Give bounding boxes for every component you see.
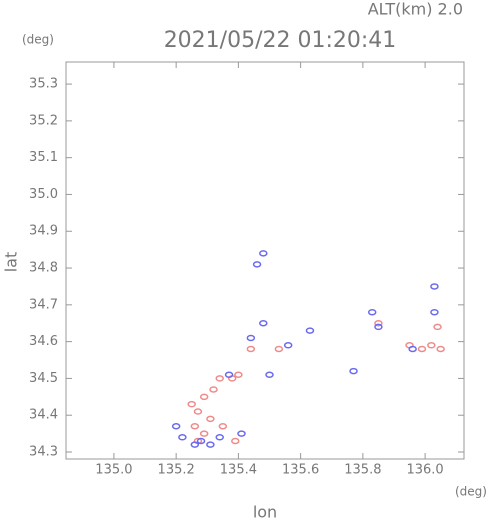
echo-point [430,308,439,316]
echo-point [408,345,417,353]
y-tick-label: 35.1 [29,150,58,165]
echo-point [246,345,256,353]
x-unit: (deg) [455,485,487,499]
y-tick-label: 34.9 [29,224,58,239]
echo-point [215,434,224,441]
echo-point [193,408,203,415]
echo-point [237,430,246,437]
y-tick-label: 34.7 [29,297,58,312]
y-tick-label: 34.8 [29,261,58,276]
echo-point [367,308,377,316]
echo-point [196,437,206,445]
y-tick-label: 35.3 [29,77,58,92]
echo-point [218,423,228,430]
echo-point [259,319,268,327]
echo-point [305,327,315,334]
x-tick-label: 135.8 [344,463,381,478]
x-tick-label: 135.4 [220,463,257,478]
y-unit: (deg) [22,33,54,47]
plot-frame [65,61,465,460]
y-tick-label: 34.5 [29,371,58,386]
echo-point [374,323,383,331]
y-tick-label: 34.4 [29,408,58,423]
echo-point [199,393,209,401]
echo-point [206,441,215,448]
echo-point [430,283,439,290]
y-tick-label: 35.0 [29,187,58,202]
echo-point [190,441,200,448]
x-axis-label: lon [253,503,277,521]
subtitle: ALT(km) 2.0 [368,0,463,19]
echo-point [206,415,215,423]
echo-point [433,323,442,331]
echo-point [283,342,293,349]
echo-point [199,430,209,437]
echo-point [224,371,234,378]
y-tick-label: 35.2 [29,113,58,128]
echo-point [349,367,358,375]
x-tick-label: 135.0 [95,463,132,478]
echo-point [215,375,224,382]
echo-point [274,345,284,353]
y-tick-label: 34.6 [29,334,58,349]
echo-point [190,423,200,430]
echo-point [209,386,218,393]
echo-point [234,371,243,378]
echo-point [231,437,240,445]
echo-point [436,345,445,353]
x-tick-label: 135.2 [158,463,195,478]
echo-point [171,423,181,430]
echo-point [252,261,262,268]
echo-point [246,334,256,342]
echo-point [187,400,196,408]
chart-title: 2021/05/22 01:20:41 [164,28,397,53]
x-tick-label: 135.6 [282,463,319,478]
y-axis-label: lat [2,252,21,273]
x-tick-label: 136.0 [406,463,443,478]
echo-point [265,371,274,378]
echo-point [259,250,268,257]
echo-point [427,342,436,349]
echo-point [178,434,187,441]
echo-point [374,319,383,327]
echo-point [417,345,427,353]
y-tick-label: 34.3 [29,445,58,460]
